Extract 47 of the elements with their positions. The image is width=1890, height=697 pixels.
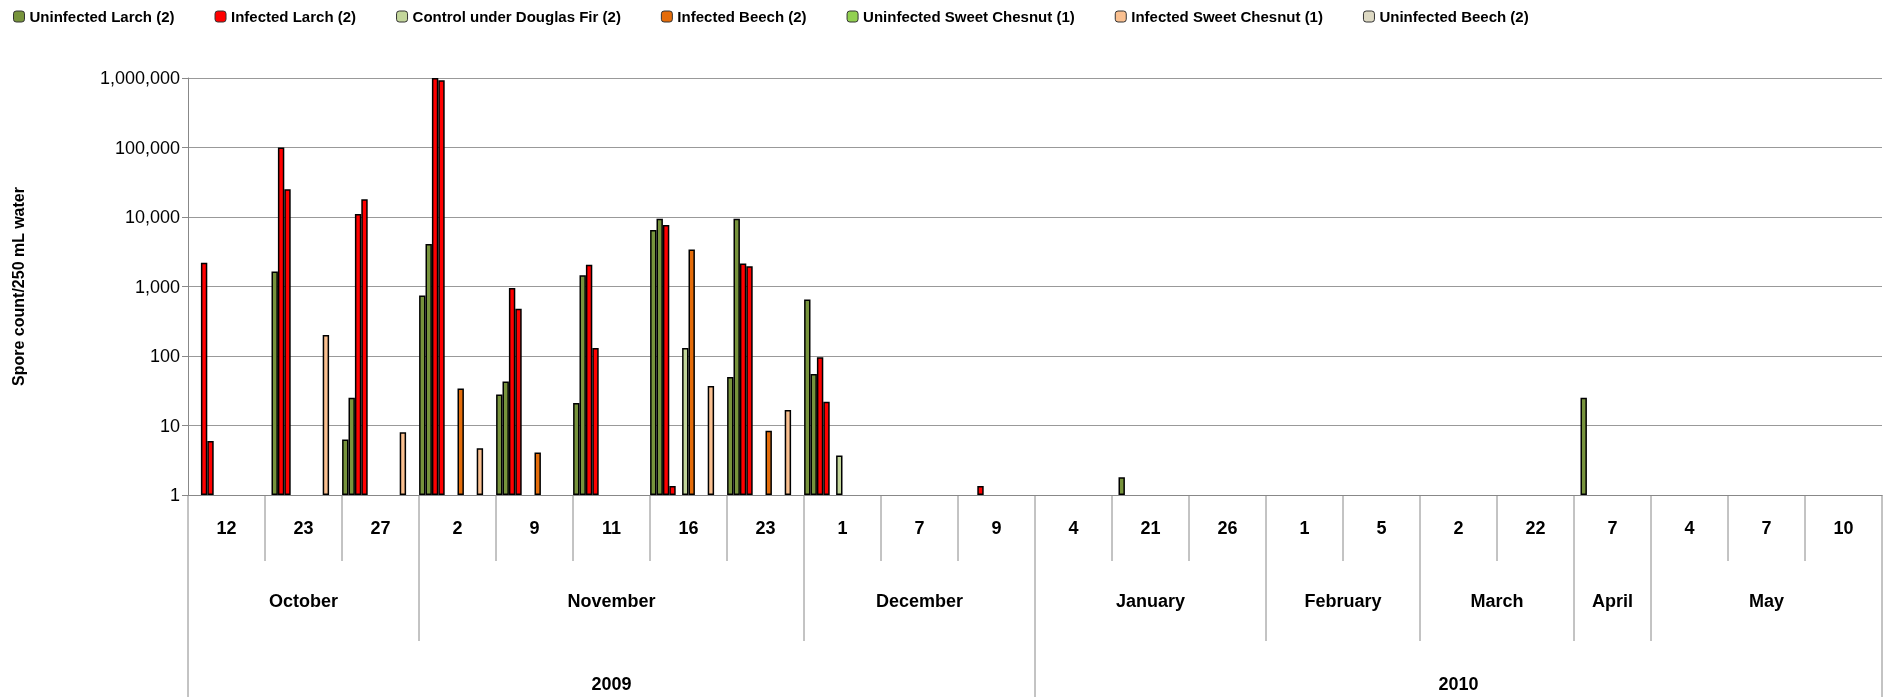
text: March bbox=[1470, 591, 1524, 611]
legend-label: Infected Larch (2) bbox=[231, 8, 357, 25]
x-tick-label: 23 bbox=[755, 518, 776, 538]
y-tick-label: 100 bbox=[149, 346, 180, 366]
text: October bbox=[268, 591, 339, 611]
y-tick-label: 100,000 bbox=[114, 137, 180, 158]
y-axis-title: Spore count/250 mL water bbox=[9, 187, 27, 386]
x-tick-label: 4 bbox=[1684, 518, 1695, 538]
legend-label: Infected Sweet Chesnut (1) bbox=[1131, 8, 1323, 25]
legend-label: Infected Beech (2) bbox=[677, 8, 807, 25]
legend-label: Uninfected Larch (2) bbox=[29, 8, 175, 25]
y-tick-label: 10,000 bbox=[124, 207, 180, 227]
x-tick-label: 4 bbox=[1068, 518, 1079, 538]
x-tick-label: 9 bbox=[991, 518, 1002, 538]
y-tick-label: 1 bbox=[169, 485, 180, 505]
x-tick-label: 26 bbox=[1217, 518, 1238, 538]
x-tick-label: 2 bbox=[1453, 518, 1464, 538]
x-tick-label: 21 bbox=[1140, 518, 1161, 538]
x-tick-label: 7 bbox=[1761, 518, 1772, 538]
y-tick-label: 10 bbox=[159, 415, 180, 436]
legend-label: Uninfected Beech (2) bbox=[1379, 8, 1529, 25]
text: November bbox=[567, 591, 656, 611]
x-tick-label: 9 bbox=[529, 518, 540, 538]
text: 2010 bbox=[1438, 674, 1479, 694]
y-tick-label: 1,000,000 bbox=[99, 68, 180, 88]
x-tick-label: 12 bbox=[216, 518, 237, 538]
text: May bbox=[1748, 591, 1785, 611]
x-tick-label: 5 bbox=[1376, 518, 1387, 538]
x-tick-label: 16 bbox=[678, 518, 699, 538]
text: April bbox=[1591, 591, 1634, 611]
x-tick-label: 2 bbox=[452, 518, 463, 538]
y-tick-label: 1,000 bbox=[134, 276, 180, 297]
x-tick-label: 1 bbox=[1299, 518, 1310, 538]
x-tick-label: 7 bbox=[1607, 518, 1618, 538]
legend-label: Uninfected Sweet Chesnut (1) bbox=[863, 8, 1075, 25]
x-tick-label: 7 bbox=[914, 518, 925, 538]
legend-label: Control under Douglas Fir (2) bbox=[412, 8, 621, 25]
x-tick-label: 23 bbox=[293, 518, 314, 538]
x-tick-label: 22 bbox=[1525, 518, 1546, 538]
text: 2009 bbox=[591, 674, 632, 694]
x-tick-label: 1 bbox=[837, 518, 848, 538]
x-tick-label: 27 bbox=[370, 518, 391, 538]
x-tick-label: 10 bbox=[1833, 518, 1854, 538]
text: January bbox=[1115, 591, 1186, 611]
x-tick-label: 11 bbox=[601, 518, 622, 538]
text: February bbox=[1304, 591, 1382, 611]
text: December bbox=[875, 591, 964, 611]
